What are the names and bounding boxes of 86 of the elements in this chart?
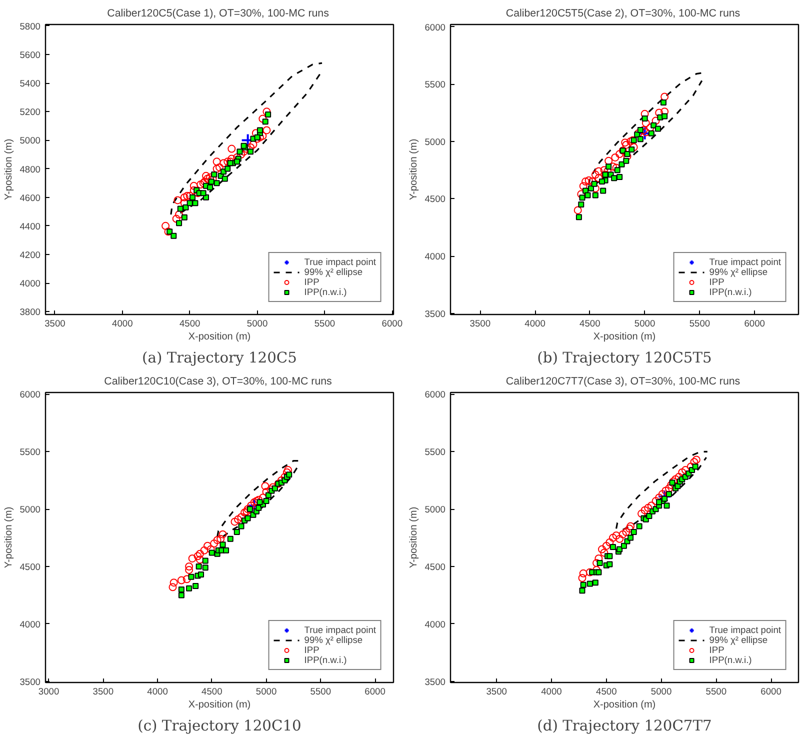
x-tick-label: 4000 (147, 686, 168, 696)
y-tick-label: 5000 (20, 136, 41, 146)
y-axis-title: Y-position (m) (4, 138, 15, 200)
y-tick-label: 4000 (20, 278, 41, 289)
y-tick-label: 3500 (20, 676, 41, 687)
x-tick-label: 5000 (650, 686, 672, 696)
y-tick-label: 4500 (424, 562, 446, 572)
y-tick-label: 3800 (20, 307, 41, 318)
legend-label: 99% χ² ellipse (304, 267, 363, 277)
x-tick-label: 6000 (760, 686, 782, 696)
x-axis-title: X-position (m) (188, 700, 251, 710)
text: (a) Trajectory 120C5 (142, 350, 297, 366)
x-tick-label: 3500 (470, 318, 491, 328)
legend-label: IPP (304, 645, 320, 655)
y-tick-label: 5500 (424, 447, 446, 458)
y-tick-label: 4600 (20, 192, 41, 203)
y-tick-label: 5600 (20, 50, 41, 60)
y-tick-label: 5400 (20, 78, 41, 89)
x-tick-label: 4000 (541, 686, 562, 696)
y-tick-label: 5000 (424, 136, 446, 147)
x-tick-label: 4500 (596, 686, 617, 696)
x-axis-title: X-position (m) (593, 700, 656, 710)
x-tick-label: 3500 (44, 318, 66, 328)
legend-label: IPP (304, 277, 320, 287)
y-tick-label: 4200 (20, 250, 41, 260)
text: (b) Trajectory 120C5T5 (537, 350, 712, 366)
y-tick-label: 5800 (20, 21, 41, 32)
legend-label: 99% χ² ellipse (709, 635, 768, 645)
y-tick-label: 5000 (20, 504, 41, 515)
x-axis-title: X-position (m) (188, 332, 251, 342)
legend-label: IPP (709, 277, 726, 287)
y-tick-label: 4500 (424, 194, 446, 204)
y-axis-title: Y-position (m) (4, 506, 15, 568)
text: (c) Trajectory 120C10 (138, 718, 302, 734)
x-tick-label: 5000 (246, 318, 268, 328)
legend-label: 99% χ² ellipse (304, 635, 363, 645)
y-tick-label: 5200 (20, 107, 41, 118)
y-tick-label: 5500 (20, 447, 41, 458)
y-tick-label: 6000 (424, 22, 446, 32)
x-tick-label: 5000 (256, 686, 277, 696)
y-tick-label: 4400 (20, 221, 41, 232)
x-tick-label: 5500 (310, 686, 332, 696)
y-tick-label: 4000 (424, 619, 446, 630)
x-tick-label: 4000 (112, 318, 133, 328)
x-tick-label: 4500 (179, 318, 200, 328)
x-tick-label: 5500 (706, 686, 727, 696)
legend-label: True impact point (304, 257, 376, 267)
y-tick-label: 5000 (424, 504, 446, 515)
y-tick-label: 3500 (424, 676, 446, 687)
x-tick-label: 3500 (486, 686, 507, 696)
x-tick-label: 5500 (314, 318, 336, 328)
y-tick-label: 6000 (20, 390, 41, 400)
y-axis-title: Y-position (m) (408, 506, 420, 568)
legend-label: True impact point (709, 257, 781, 267)
x-tick-label: 4000 (524, 318, 546, 328)
legend-label: IPP(n.w.i.) (709, 287, 752, 297)
legend-label: IPP (709, 645, 726, 655)
y-tick-label: 3500 (424, 308, 446, 319)
x-tick-label: 4500 (580, 318, 600, 328)
x-axis-title: X-position (m) (593, 332, 656, 342)
legend-label: IPP(n.w.i.) (304, 655, 347, 665)
chart-title: Caliber120C10(Case 3), OT=30%, 100-MC runs (104, 376, 332, 388)
x-tick-label: 6000 (364, 686, 386, 696)
chart-title: Caliber120C5T5(Case 2), OT=30%, 100-MC runs (506, 8, 740, 20)
y-tick-label: 4500 (20, 562, 41, 572)
x-tick-label: 5000 (634, 318, 656, 328)
x-tick-label: 4500 (202, 686, 222, 696)
x-tick-label: 3000 (38, 686, 60, 696)
x-tick-label: 6000 (382, 318, 403, 328)
legend-label: True impact point (304, 625, 376, 635)
y-tick-label: 4800 (20, 164, 41, 174)
y-axis-title: Y-position (m) (408, 138, 420, 200)
legend-label: 99% χ² ellipse (709, 267, 768, 277)
chart-title: Caliber120C7T7(Case 3), OT=30%, 100-MC runs (506, 376, 740, 388)
chart-title: Caliber120C5(Case 1), OT=30%, 100-MC runs (107, 8, 329, 20)
x-tick-label: 5500 (689, 318, 710, 328)
y-tick-label: 6000 (424, 390, 446, 400)
legend-label: True impact point (709, 625, 781, 635)
y-tick-label: 4000 (424, 252, 446, 262)
y-tick-label: 4000 (20, 619, 41, 630)
text: (d) Trajectory 120C7T7 (537, 718, 712, 734)
y-tick-label: 5500 (424, 80, 446, 90)
legend-label: IPP(n.w.i.) (709, 655, 752, 665)
legend-label: IPP(n.w.i.) (304, 287, 347, 297)
x-tick-label: 3500 (92, 686, 114, 696)
x-tick-label: 6000 (744, 318, 765, 328)
